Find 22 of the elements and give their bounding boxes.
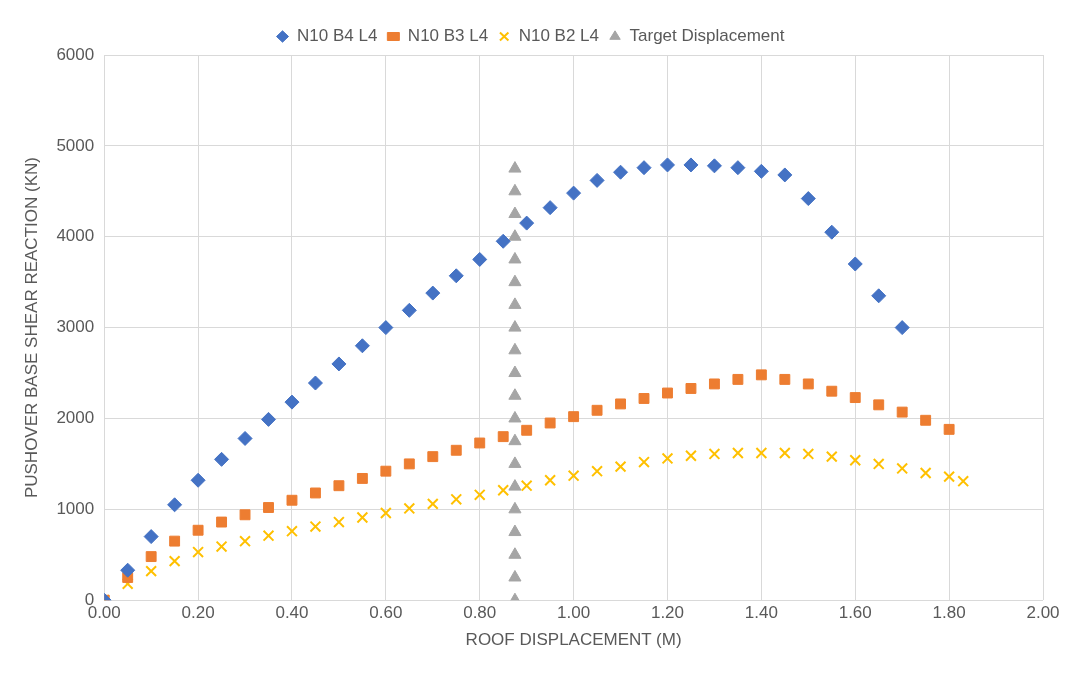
y-tick-label: 1000 xyxy=(56,499,95,519)
x-tick-label: 0.40 xyxy=(275,603,309,623)
legend-label: N10 B4 L4 xyxy=(297,26,378,46)
x-tick-label: 1.40 xyxy=(744,603,778,623)
y-tick-label: 6000 xyxy=(56,44,95,64)
x-tick-label: 0.60 xyxy=(369,603,403,623)
y-axis-title: PUSHOVER BASE SHEAR REACTION (KN) xyxy=(21,157,41,499)
y-tick-label: 4000 xyxy=(56,226,95,246)
x-tick-label: 2.00 xyxy=(1026,603,1060,623)
y-tick-label: 3000 xyxy=(56,317,95,337)
legend-label: Target Displacement xyxy=(629,26,785,46)
x-tick-label: 1.80 xyxy=(932,603,966,623)
x-tick-label: 1.20 xyxy=(650,603,685,623)
legend-label: N10 B3 L4 xyxy=(407,26,489,46)
legend-label: N10 B2 L4 xyxy=(518,26,600,46)
x-axis-title: ROOF DISPLACEMENT (M) xyxy=(465,630,682,650)
x-tick-label: 0.80 xyxy=(463,603,497,623)
y-tick-label: 5000 xyxy=(56,135,95,155)
x-tick-label: 0.20 xyxy=(181,603,215,623)
x-tick-label: 1.00 xyxy=(557,603,591,623)
y-tick-label: 2000 xyxy=(56,408,95,428)
x-tick-label: 1.60 xyxy=(838,603,872,623)
